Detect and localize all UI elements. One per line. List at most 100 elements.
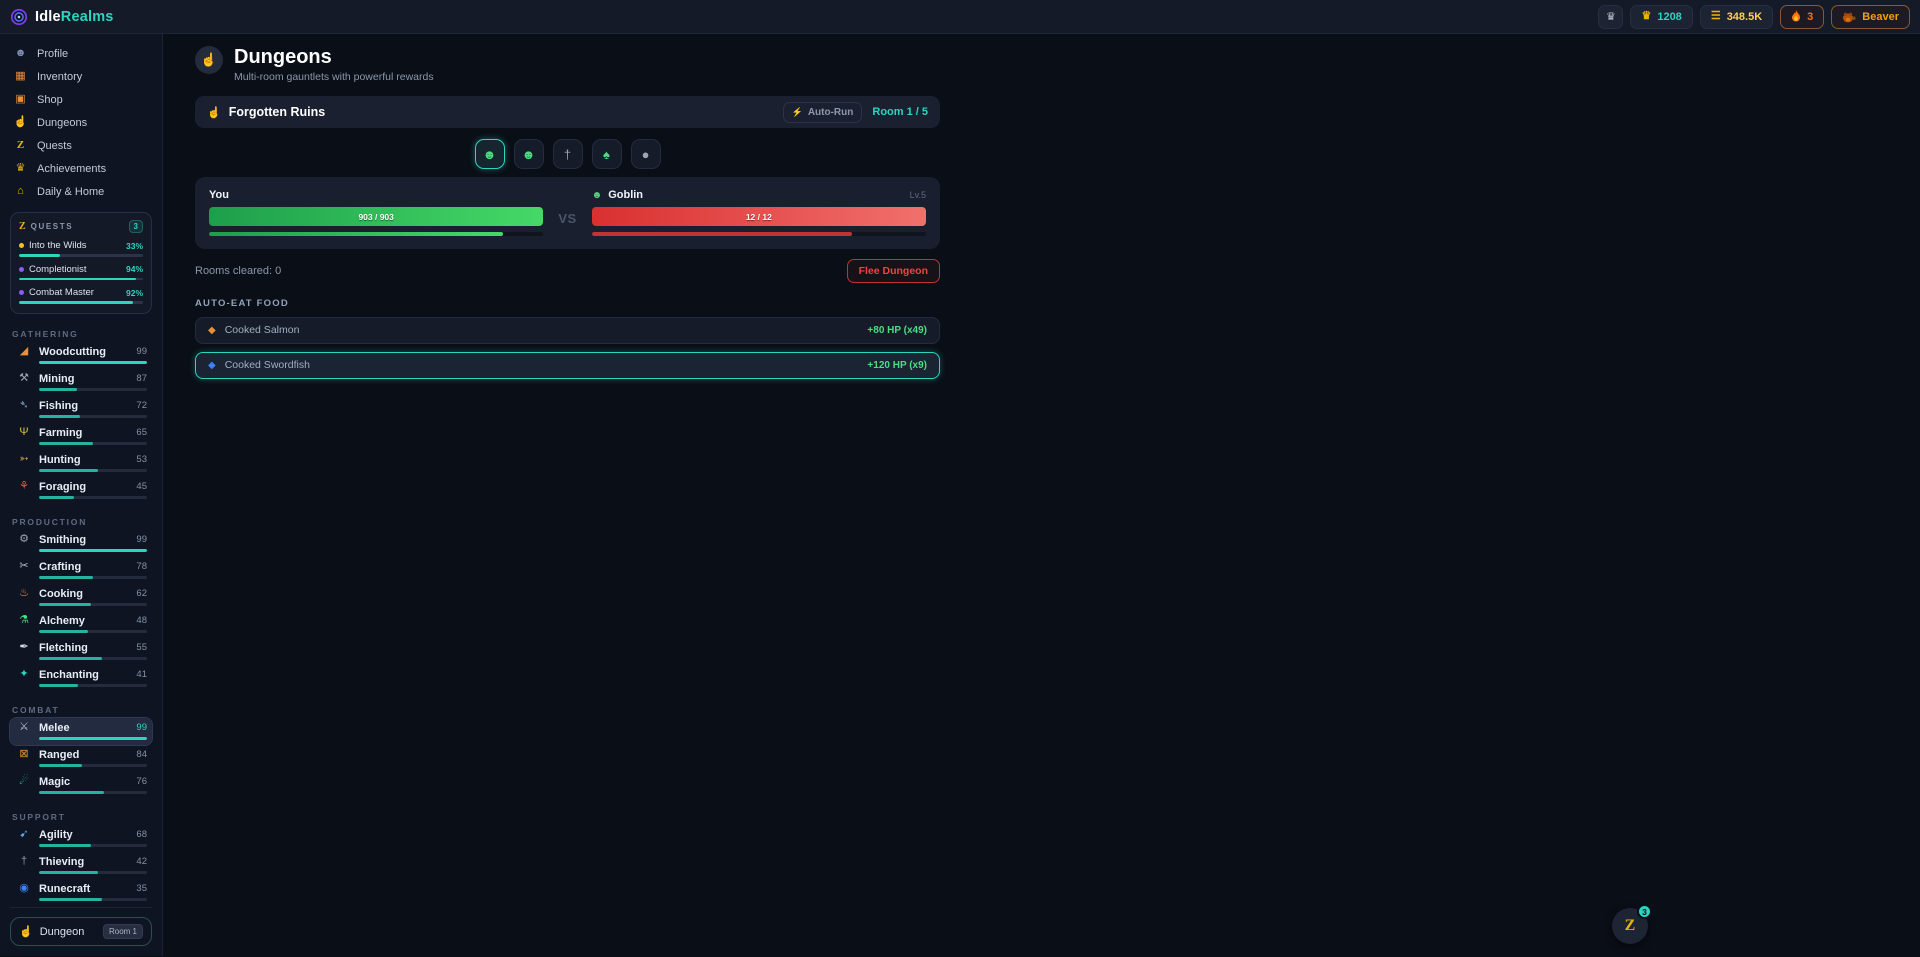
scissors-icon: ✂ [19, 560, 29, 572]
room-badge: Room 1 [102, 924, 143, 939]
goblin-icon: ☻ [591, 189, 603, 201]
page-title: Dungeons [234, 46, 332, 68]
skill-level: 78 [136, 561, 147, 572]
quest-progress-bar [19, 254, 143, 257]
sidebar-skill-runecraft[interactable]: ◉ Runecraft 35 [10, 879, 152, 906]
sidebar-item-quests[interactable]: Z Quests [10, 134, 152, 157]
skill-progress-bar [39, 843, 147, 847]
streak-value: 3 [1807, 10, 1814, 23]
skill-level: 53 [136, 454, 147, 465]
sidebar-skill-magic[interactable]: ☄ Magic 76 [10, 772, 152, 799]
profile-name: Beaver [1862, 10, 1899, 23]
sidebar-item-achievements[interactable]: ♛ Achievements [10, 157, 152, 180]
sidebar-skill-smithing[interactable]: ⚙ Smithing 99 [10, 530, 152, 557]
potion-icon: ⚗ [19, 614, 29, 626]
enemy-combatant: ☻ Goblin Lv.5 12 / 12 [591, 189, 926, 236]
sidebar-skill-fishing[interactable]: ➴ Fishing 72 [10, 396, 152, 423]
profile-button[interactable]: Beaver [1831, 4, 1910, 29]
flee-dungeon-button[interactable]: Flee Dungeon [846, 258, 940, 283]
sidebar-item-dungeons[interactable]: ☝ Dungeons [10, 111, 152, 134]
streak-counter[interactable]: 3 [1780, 4, 1825, 29]
quests-floating-badge: 3 [1637, 904, 1652, 919]
wand-icon: ☄ [19, 775, 29, 787]
skill-level: 99 [136, 534, 147, 545]
sidebar-skill-mining[interactable]: ⚒ Mining 87 [10, 369, 152, 396]
food-item-cooked-salmon[interactable]: ◆ Cooked Salmon +80 HP (x49) [195, 316, 940, 344]
skill-progress-bar [39, 629, 147, 633]
goblin-icon: ☻ [521, 146, 536, 162]
dungeon-header: ☝ Forgotten Ruins ⚡ Auto-Run Room 1 / 5 [195, 96, 940, 128]
claw-icon: ☝ [207, 106, 221, 119]
bolt-icon: ⚡ [791, 106, 803, 117]
scroll-icon: Z [1624, 917, 1636, 934]
sidebar-item-profile[interactable]: ☻ Profile [10, 42, 152, 65]
app-title: IdleRealms [35, 8, 114, 25]
scroll-icon: Z [16, 139, 25, 151]
quest-into-the-wilds[interactable]: Into the Wilds 33% [19, 240, 143, 257]
portal-logo-icon [10, 8, 28, 25]
quests-floating-button[interactable]: Z 3 [1612, 904, 1652, 944]
quest-dot [19, 243, 24, 248]
trophy-icon: ♛ [15, 162, 26, 174]
quest-progress-value: 92% [125, 287, 143, 298]
skill-progress-bar [39, 736, 147, 740]
hiscores-button[interactable]: ♛ [1598, 4, 1624, 29]
enemy-attack-timer [591, 232, 926, 236]
active-dungeon-shortcut[interactable]: ☝ Dungeon Room 1 [10, 917, 152, 946]
claw-icon: ☝ [13, 116, 28, 128]
sidebar-skill-alchemy[interactable]: ⚗ Alchemy 48 [10, 611, 152, 638]
skill-level: 65 [136, 427, 147, 438]
wheat-icon: Ψ [19, 426, 29, 438]
home-icon: ⌂ [17, 185, 24, 197]
section-combat: COMBAT [12, 704, 60, 715]
sidebar-skill-melee[interactable]: ⚔ Melee 99 [9, 716, 153, 746]
room-5-golem[interactable]: ● [630, 139, 661, 169]
skill-level: 48 [136, 615, 147, 626]
sidebar-skill-woodcutting[interactable]: ◢ Woodcutting 99 [10, 342, 152, 369]
sidebar-skill-farming[interactable]: Ψ Farming 65 [10, 423, 152, 450]
nav-label: Inventory [37, 70, 83, 83]
nav-label: Dungeons [37, 116, 88, 129]
crossbow-icon: ⊠ [19, 748, 29, 760]
skill-progress-bar [39, 602, 147, 606]
room-1-goblin[interactable]: ☻ [474, 139, 505, 169]
sidebar-skill-agility[interactable]: ➹ Agility 68 [10, 825, 152, 852]
quest-dot [19, 266, 24, 272]
sidebar-skill-foraging[interactable]: ⚘ Foraging 45 [10, 477, 152, 504]
trophies-counter[interactable]: ♛ 1208 [1630, 4, 1693, 29]
auto-run-button[interactable]: ⚡ Auto-Run [782, 101, 863, 123]
skill-level: 87 [136, 373, 147, 384]
sparkle-icon: ✦ [19, 668, 29, 680]
sidebar-skill-fletching[interactable]: ✒ Fletching 55 [10, 638, 152, 665]
sidebar-skill-enchanting[interactable]: ✦ Enchanting 41 [10, 665, 152, 692]
goblin-icon: ☻ [482, 146, 497, 162]
sidebar-item-daily-home[interactable]: ⌂ Daily & Home [10, 180, 152, 203]
room-3-blade[interactable]: † [552, 139, 583, 169]
pickaxe-icon: ⚒ [19, 372, 29, 384]
quest-combat-master[interactable]: Combat Master 92% [19, 287, 143, 304]
quest-completionist[interactable]: Completionist 94% [19, 264, 143, 280]
sidebar-skill-thieving[interactable]: † Thieving 42 [10, 852, 152, 879]
shop-icon: ▣ [15, 93, 26, 105]
skill-level: 41 [136, 669, 147, 680]
sidebar-item-shop[interactable]: ▣ Shop [10, 88, 152, 111]
scroll-icon: Z [19, 221, 26, 232]
bow-arrow-icon: ➳ [19, 453, 29, 465]
player-hp-value: 903 / 903 [358, 211, 394, 222]
skill-progress-bar [39, 870, 147, 874]
dungeons-page-icon: ☝ [195, 46, 223, 74]
room-4-ent[interactable]: ♠ [591, 139, 622, 169]
skill-level: 35 [136, 883, 147, 894]
sidebar-item-inventory[interactable]: ▦ Inventory [10, 65, 152, 88]
sidebar-skill-hunting[interactable]: ➳ Hunting 53 [10, 450, 152, 477]
skill-progress-bar [39, 897, 147, 901]
food-item-cooked-swordfish[interactable]: ◆ Cooked Swordfish +120 HP (x9) [195, 351, 940, 379]
sidebar: ☻ Profile ▦ Inventory ▣ Shop ☝ Dungeons … [0, 34, 163, 956]
room-2-goblin[interactable]: ☻ [513, 139, 544, 169]
sidebar-skill-ranged[interactable]: ⊠ Ranged 84 [10, 745, 152, 772]
gold-counter[interactable]: ☰ 348.5K [1699, 4, 1774, 29]
sidebar-skill-crafting[interactable]: ✂ Crafting 78 [10, 557, 152, 584]
axe-icon: ◢ [19, 345, 29, 357]
sidebar-skill-cooking[interactable]: ♨ Cooking 62 [10, 584, 152, 611]
player-attack-timer [209, 232, 544, 236]
